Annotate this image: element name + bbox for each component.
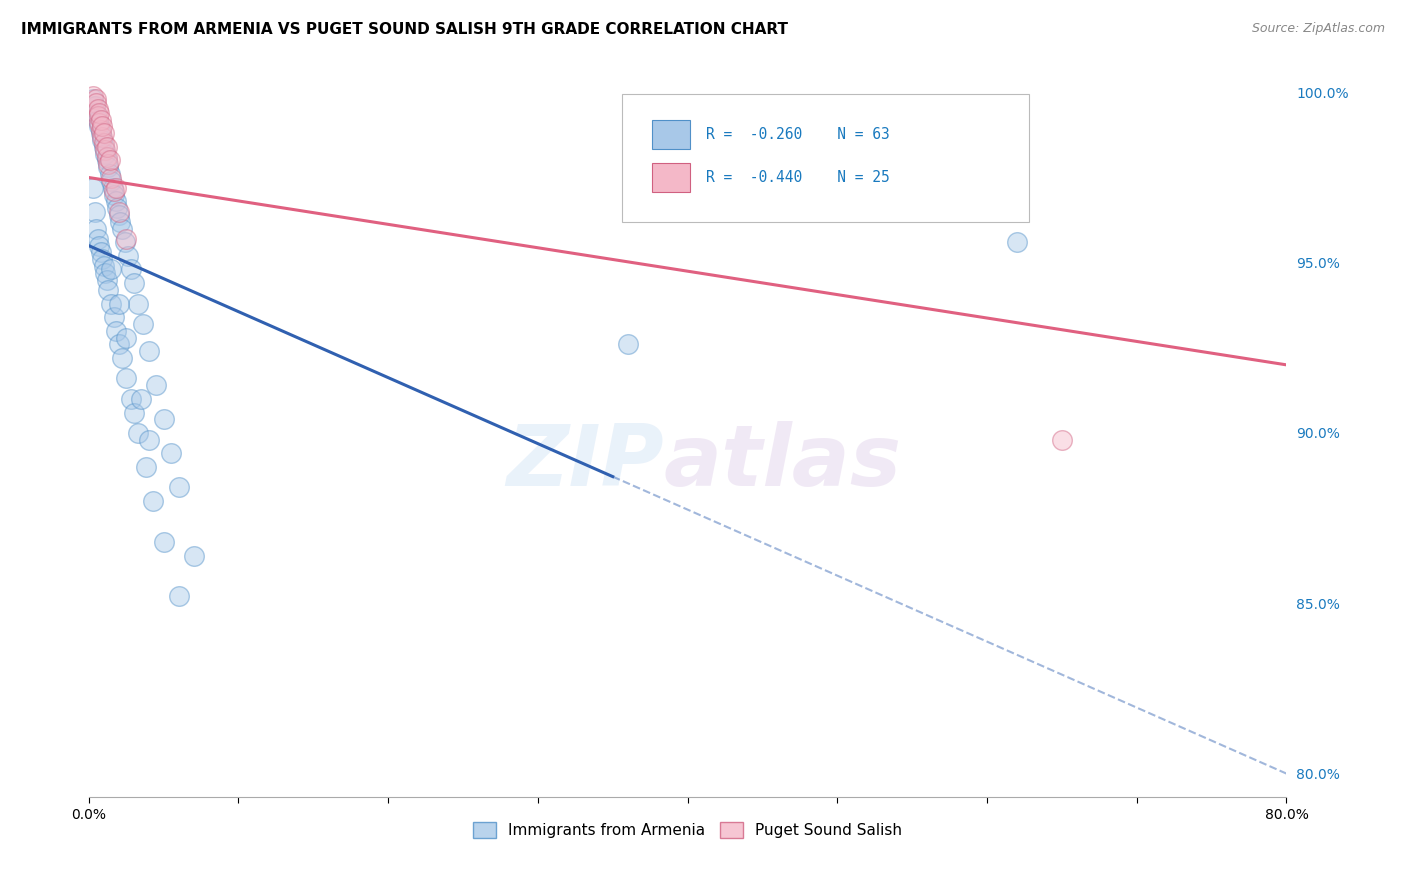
- Point: [93, 136, 115, 151]
- Point: [115, 232, 138, 246]
- Point: [84, 95, 107, 110]
- Point: [115, 371, 138, 385]
- Point: [91, 252, 114, 267]
- Point: [105, 201, 128, 215]
- Point: [104, 180, 127, 194]
- Point: [98, 153, 121, 168]
- Text: Source: ZipAtlas.com: Source: ZipAtlas.com: [1251, 22, 1385, 36]
- Point: [97, 157, 120, 171]
- Point: [135, 460, 157, 475]
- Point: [160, 446, 183, 460]
- Point: [100, 296, 122, 310]
- Point: [89, 105, 111, 120]
- Point: [90, 245, 112, 260]
- Point: [120, 392, 142, 406]
- Point: [107, 208, 129, 222]
- FancyBboxPatch shape: [621, 94, 1029, 221]
- Point: [96, 273, 118, 287]
- Point: [87, 103, 110, 117]
- Point: [97, 161, 120, 175]
- Point: [111, 221, 134, 235]
- Point: [89, 238, 111, 252]
- Point: [94, 266, 117, 280]
- Point: [84, 92, 107, 106]
- Point: [91, 129, 114, 144]
- Point: [82, 88, 104, 103]
- Point: [117, 249, 139, 263]
- Bar: [651, 120, 690, 149]
- Point: [98, 167, 121, 181]
- Point: [131, 317, 153, 331]
- Point: [107, 204, 129, 219]
- Point: [145, 378, 167, 392]
- Point: [82, 92, 104, 106]
- Point: [122, 405, 145, 419]
- Point: [104, 324, 127, 338]
- Point: [97, 283, 120, 297]
- Point: [108, 215, 131, 229]
- Text: R =  -0.440    N = 25: R = -0.440 N = 25: [706, 170, 890, 186]
- Point: [138, 344, 160, 359]
- Point: [107, 296, 129, 310]
- Point: [94, 143, 117, 157]
- Point: [115, 330, 138, 344]
- Point: [82, 180, 104, 194]
- Point: [89, 120, 111, 134]
- Point: [103, 310, 125, 325]
- Point: [90, 112, 112, 127]
- Text: IMMIGRANTS FROM ARMENIA VS PUGET SOUND SALISH 9TH GRADE CORRELATION CHART: IMMIGRANTS FROM ARMENIA VS PUGET SOUND S…: [21, 22, 789, 37]
- Point: [93, 140, 115, 154]
- Text: R =  -0.260    N = 63: R = -0.260 N = 63: [706, 127, 890, 142]
- Point: [83, 204, 105, 219]
- Point: [111, 351, 134, 365]
- Point: [152, 412, 174, 426]
- Point: [84, 105, 107, 120]
- Point: [107, 337, 129, 351]
- Point: [1005, 235, 1028, 250]
- Point: [127, 296, 149, 310]
- Point: [127, 425, 149, 440]
- Point: [167, 590, 190, 604]
- Bar: [651, 163, 690, 193]
- Point: [87, 232, 110, 246]
- Point: [1050, 433, 1073, 447]
- Point: [87, 112, 110, 127]
- Point: [90, 123, 112, 137]
- Point: [138, 433, 160, 447]
- Point: [94, 146, 117, 161]
- Point: [114, 235, 136, 250]
- Point: [96, 153, 118, 168]
- Point: [87, 109, 110, 123]
- Text: ZIP: ZIP: [506, 421, 664, 504]
- Point: [100, 174, 122, 188]
- Point: [167, 481, 190, 495]
- Point: [946, 194, 969, 209]
- Point: [91, 120, 114, 134]
- Point: [103, 187, 125, 202]
- Point: [91, 133, 114, 147]
- Point: [96, 150, 118, 164]
- Point: [122, 276, 145, 290]
- Point: [89, 116, 111, 130]
- Point: [120, 262, 142, 277]
- Point: [100, 262, 122, 277]
- Text: atlas: atlas: [664, 421, 901, 504]
- Point: [129, 392, 152, 406]
- Point: [183, 549, 205, 563]
- Point: [104, 194, 127, 209]
- Point: [142, 494, 165, 508]
- Legend: Immigrants from Armenia, Puget Sound Salish: Immigrants from Armenia, Puget Sound Sal…: [467, 816, 908, 845]
- Point: [90, 126, 112, 140]
- Point: [101, 180, 124, 194]
- Point: [100, 170, 122, 185]
- Point: [152, 535, 174, 549]
- Point: [93, 126, 115, 140]
- Point: [616, 337, 638, 351]
- Point: [93, 259, 115, 273]
- Point: [84, 221, 107, 235]
- Point: [96, 140, 118, 154]
- Point: [103, 184, 125, 198]
- Point: [83, 99, 105, 113]
